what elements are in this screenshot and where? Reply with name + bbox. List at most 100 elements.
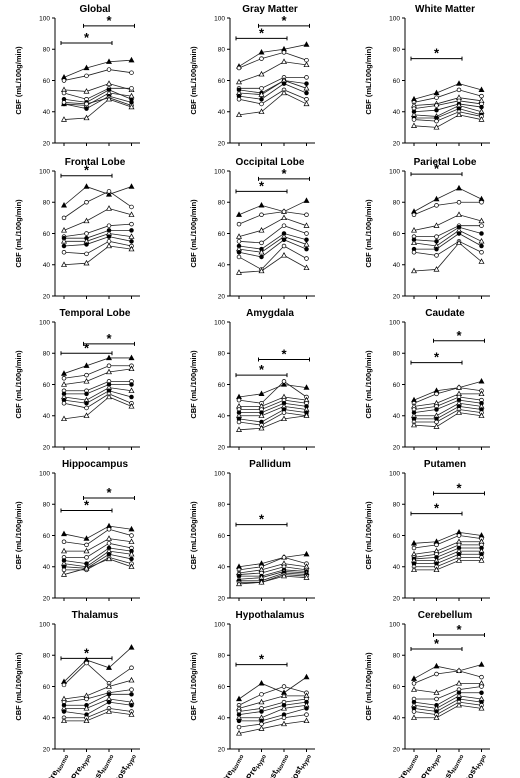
significance-star: * (281, 347, 287, 362)
data-point (128, 211, 135, 217)
data-point (236, 111, 242, 118)
series-path (413, 201, 482, 216)
data-point (479, 93, 484, 99)
series-path (238, 89, 307, 105)
data-point (61, 202, 67, 208)
series-path (238, 676, 307, 700)
data-point (84, 242, 89, 247)
data-point (129, 533, 134, 538)
data-point (303, 574, 310, 580)
data-point (84, 696, 89, 702)
y-tick-label: 80 (43, 502, 51, 509)
data-point (456, 111, 462, 118)
series-path (414, 686, 482, 700)
data-point (83, 564, 90, 571)
data-point (84, 106, 89, 111)
series-path (413, 698, 482, 712)
series-path (63, 83, 132, 92)
series-path (238, 225, 307, 244)
data-point (479, 690, 484, 695)
x-tick-label: PreNormo (219, 751, 245, 778)
series-path (238, 686, 307, 706)
data-point (411, 117, 417, 122)
series-path (414, 560, 482, 571)
series-line (411, 200, 484, 218)
x-tick-label: PreHypo (419, 751, 443, 778)
series-line (411, 394, 484, 412)
significance-star: * (106, 13, 112, 28)
series-line (411, 399, 485, 418)
panel-title: Amygdala (246, 308, 294, 319)
series-path (238, 415, 307, 431)
series-path (413, 83, 482, 100)
data-point (258, 390, 265, 397)
y-axis-label: CBF (mL/100g/min) (14, 46, 23, 115)
series-line (61, 692, 134, 708)
y-tick-label: 80 (218, 502, 226, 509)
data-point (129, 86, 134, 91)
series-path (63, 547, 132, 565)
data-point (433, 689, 440, 695)
significance-star: * (259, 362, 265, 377)
y-tick-label: 60 (218, 684, 226, 691)
data-point (84, 73, 89, 79)
series-path (413, 89, 482, 103)
series-line (61, 363, 134, 381)
significance-star: * (84, 340, 90, 355)
significance-star: * (106, 331, 112, 346)
data-point (258, 698, 265, 705)
data-point (83, 547, 90, 554)
data-point (281, 705, 287, 711)
series-path (238, 553, 307, 568)
data-point (236, 65, 242, 71)
data-point (303, 412, 310, 418)
y-tick-label: 100 (389, 621, 400, 628)
data-point (61, 376, 67, 381)
series-line (61, 541, 134, 560)
data-point (236, 269, 242, 275)
series-path (238, 380, 307, 404)
data-point (61, 78, 67, 83)
data-point (281, 692, 287, 699)
series-path (413, 380, 482, 401)
data-point (128, 92, 135, 99)
x-tick-label: PostNormo (437, 751, 465, 778)
significance-star: * (434, 46, 440, 61)
data-point (411, 239, 417, 246)
data-point (303, 264, 310, 271)
data-point (83, 705, 90, 711)
y-tick-label: 80 (218, 653, 226, 660)
data-point (281, 381, 287, 387)
series-path (239, 76, 307, 89)
data-point (128, 354, 135, 361)
series-path (238, 92, 307, 116)
data-point (236, 419, 242, 425)
data-point (106, 708, 112, 714)
data-point (434, 95, 439, 100)
data-point (411, 227, 417, 233)
series-line (236, 223, 309, 246)
series-path (414, 402, 482, 417)
x-tick-label: PostNormo (262, 751, 290, 778)
series-line (236, 717, 310, 736)
y-tick-label: 80 (393, 351, 401, 358)
data-point (258, 579, 265, 585)
data-point (84, 200, 89, 205)
data-point (281, 555, 287, 560)
series-path (63, 553, 132, 569)
data-point (61, 237, 67, 244)
series-line (61, 555, 135, 577)
series-line (236, 233, 310, 255)
data-point (83, 64, 90, 71)
y-tick-label: 80 (43, 47, 51, 54)
series-path (413, 682, 482, 694)
significance-star: * (434, 501, 440, 516)
series-line (411, 385, 484, 406)
significance-star: * (259, 652, 265, 667)
series-line (411, 701, 485, 720)
series-path (63, 393, 132, 409)
series-line (61, 526, 134, 548)
series-path (413, 393, 482, 407)
data-point (304, 256, 309, 261)
data-point (456, 533, 462, 538)
